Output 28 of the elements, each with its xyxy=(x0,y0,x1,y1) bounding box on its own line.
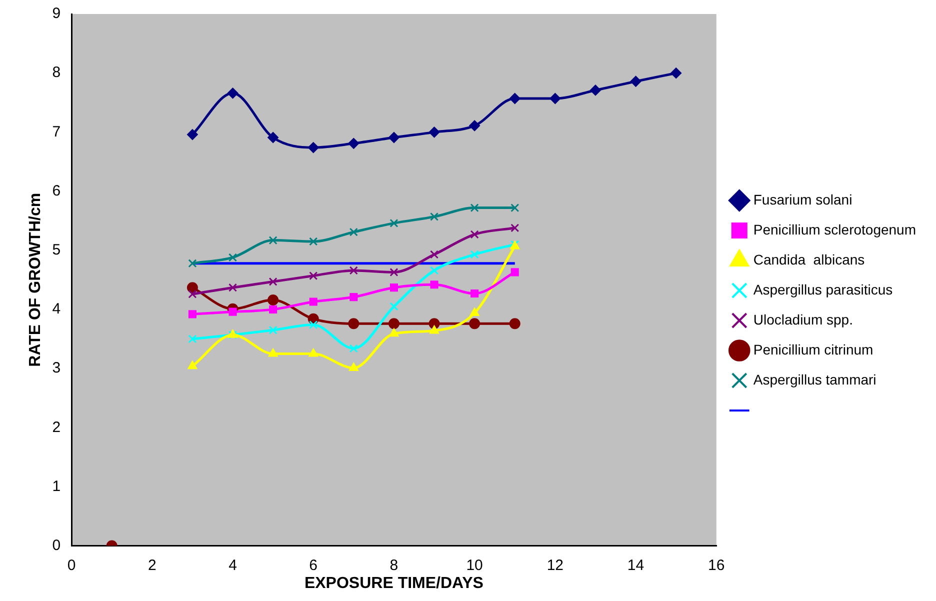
x-tick-label: 12 xyxy=(546,556,564,574)
y-tick-label: 7 xyxy=(52,123,61,140)
y-tick-label: 3 xyxy=(52,360,61,377)
legend-label: Fusarium solani xyxy=(753,191,852,208)
x-tick-label: 2 xyxy=(148,556,156,574)
x-axis-title: EXPOSURE TIME/DAYS xyxy=(304,574,484,592)
x-tick-label: 4 xyxy=(228,556,237,574)
y-tick-label: 0 xyxy=(52,536,61,554)
legend-label: Ulocladium spp. xyxy=(753,311,853,328)
y-tick-label: 5 xyxy=(52,241,61,258)
legend-label: Candida albicans xyxy=(753,251,865,268)
y-tick-label: 4 xyxy=(52,300,61,318)
legend-label: Penicillium sclerotogenum xyxy=(753,221,916,238)
y-tick-label: 2 xyxy=(52,418,61,436)
y-tick-label: 6 xyxy=(52,182,61,200)
x-tick-label: 0 xyxy=(67,556,76,574)
x-tick-label: 16 xyxy=(708,556,725,574)
x-tick-label: 14 xyxy=(627,556,644,574)
y-tick-label: 1 xyxy=(52,478,61,495)
legend-label: Penicillium citrinum xyxy=(753,341,874,358)
x-tick-label: 8 xyxy=(390,556,398,574)
legend-label: Aspergillus tammari xyxy=(753,371,876,388)
x-tick-label: 6 xyxy=(309,556,318,574)
y-tick-label: 8 xyxy=(52,64,61,82)
x-tick-label: 10 xyxy=(466,556,483,574)
legend-label: Aspergillus parasiticus xyxy=(753,281,893,298)
y-axis-title: RATE OF GROWTH/cm xyxy=(27,192,44,367)
y-tick-label: 9 xyxy=(52,5,61,22)
